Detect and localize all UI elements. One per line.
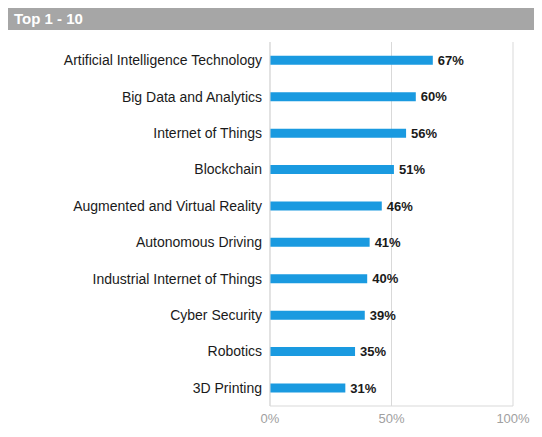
svg-text:35%: 35% (360, 344, 386, 359)
svg-text:67%: 67% (438, 53, 464, 68)
svg-text:46%: 46% (387, 199, 413, 214)
svg-text:51%: 51% (399, 162, 425, 177)
svg-text:Artificial Intelligence Techno: Artificial Intelligence Technology (64, 52, 262, 68)
html-text:Top 1 - 10: Top 1 - 10 (14, 10, 83, 27)
svg-text:Robotics: Robotics (208, 343, 262, 359)
svg-text:41%: 41% (375, 235, 401, 250)
svg-text:Internet of Things: Internet of Things (153, 125, 262, 141)
svg-text:60%: 60% (421, 89, 447, 104)
svg-text:100%: 100% (496, 411, 530, 426)
svg-text:40%: 40% (372, 271, 398, 286)
svg-text:Industrial Internet of Things: Industrial Internet of Things (93, 271, 262, 287)
svg-text:39%: 39% (370, 308, 396, 323)
svg-text:Big Data and Analytics: Big Data and Analytics (122, 89, 262, 105)
svg-text:0%: 0% (261, 411, 280, 426)
svg-text:3D Printing: 3D Printing (193, 380, 262, 396)
svg-text:Augmented and Virtual Reality: Augmented and Virtual Reality (73, 198, 262, 214)
svg-text:Blockchain: Blockchain (194, 161, 262, 177)
svg-text:Cyber Security: Cyber Security (170, 307, 262, 323)
svg-text:56%: 56% (411, 126, 437, 141)
svg-text:Autonomous Driving: Autonomous Driving (136, 234, 262, 250)
svg-text:50%: 50% (378, 411, 404, 426)
svg-text:31%: 31% (350, 381, 376, 396)
